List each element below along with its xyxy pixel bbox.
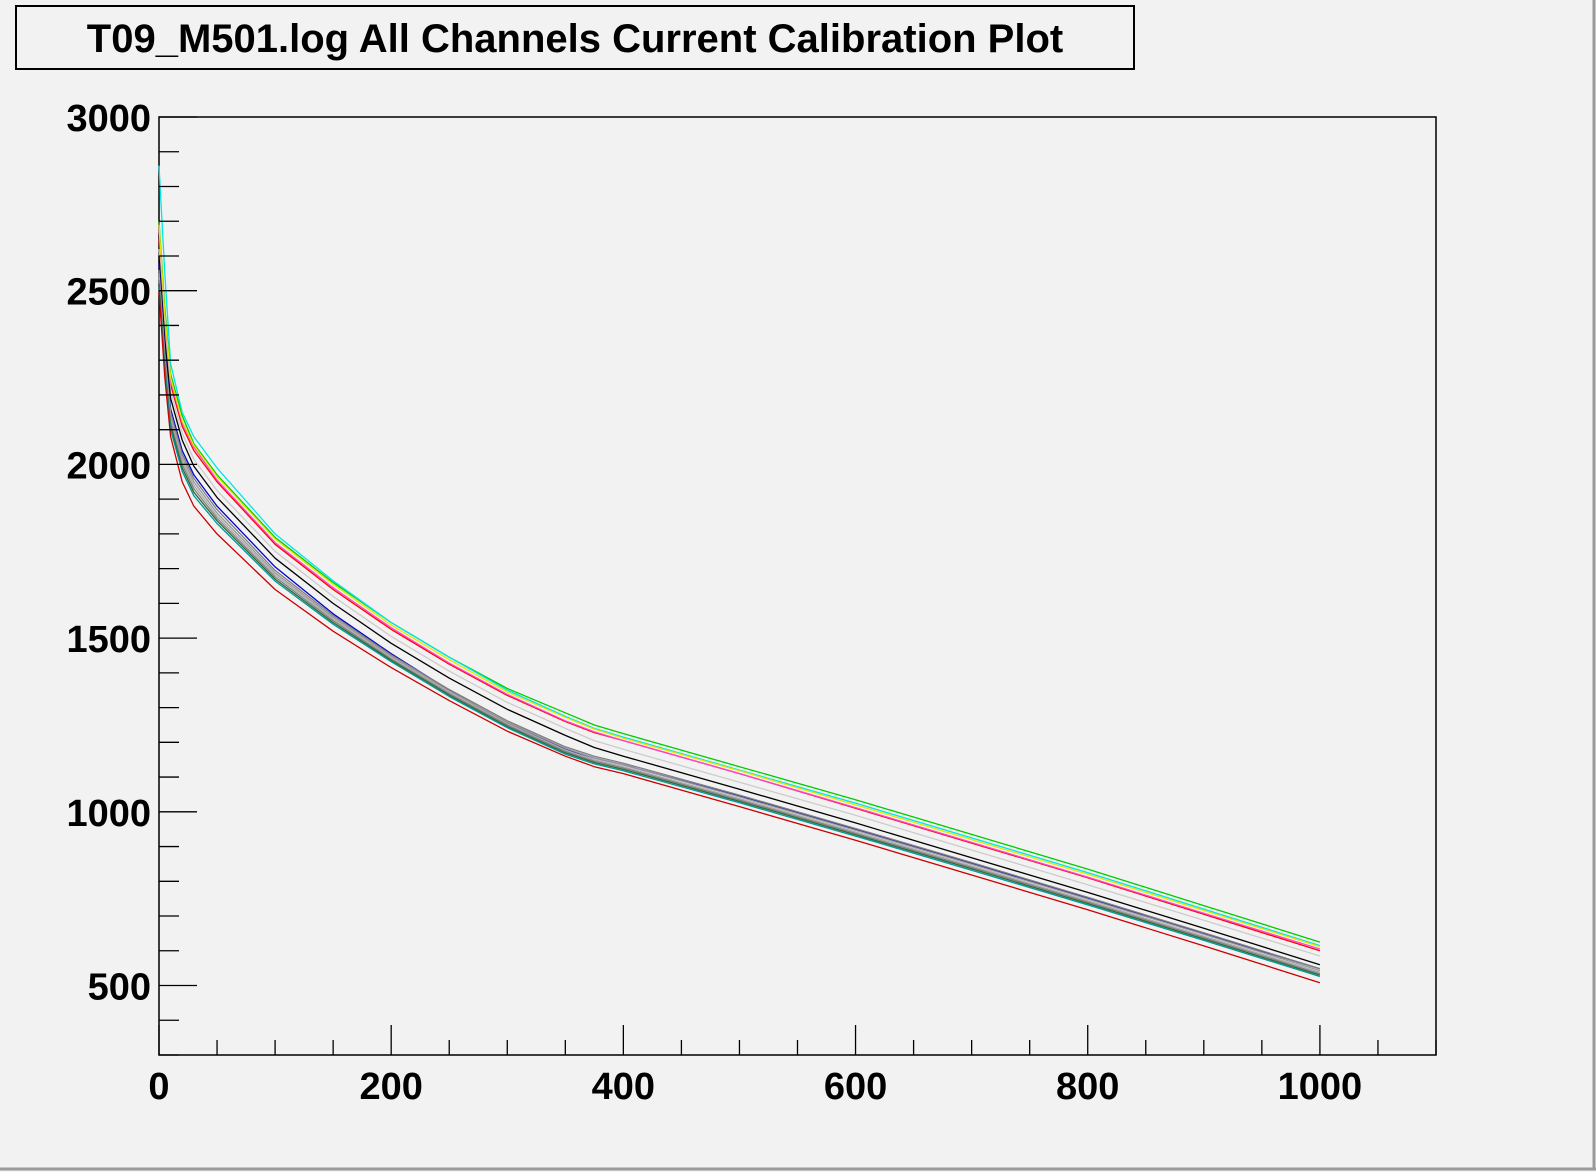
series-line-13	[158, 283, 1321, 976]
y-axis: 500 1000 1500 2000 2500 3000	[66, 98, 197, 1056]
series-line-3	[158, 238, 1321, 952]
x-tick-label: 600	[824, 1066, 887, 1108]
title-box-frame	[15, 5, 1135, 70]
plot-frame	[158, 116, 1437, 1056]
series-line-15	[158, 290, 1321, 984]
y-tick-label: 2500	[66, 272, 151, 314]
x-tick-label: 400	[592, 1066, 655, 1108]
series-line-1	[158, 221, 1321, 943]
series-line-5	[158, 224, 1321, 948]
title-box: T09_M501.log All Channels Current Calibr…	[15, 5, 1135, 70]
series-line-14	[158, 287, 1321, 978]
x-tick-label: 800	[1056, 1066, 1119, 1108]
y-tick-label: 1000	[66, 793, 151, 835]
chart-title: T09_M501.log All Channels Current Calibr…	[87, 17, 1063, 61]
series-line-6	[158, 248, 1321, 957]
x-tick-label: 0	[148, 1066, 169, 1108]
x-axis: 0 200 400 600 800 1000	[148, 1025, 1437, 1108]
x-tick-label: 1000	[1278, 1066, 1363, 1108]
series-line-7	[158, 255, 1321, 966]
series-line-4	[158, 228, 1321, 950]
series-line-12	[158, 280, 1321, 975]
series-line-9	[158, 269, 1321, 970]
series-line-2	[158, 165, 1321, 947]
y-tick-label: 3000	[66, 98, 151, 140]
y-tick-label: 2000	[66, 445, 151, 487]
y-tick-label: 500	[88, 967, 151, 1009]
series-line-10	[158, 273, 1321, 972]
series-layer	[158, 165, 1321, 984]
x-tick-label: 200	[359, 1066, 422, 1108]
y-tick-label: 1500	[66, 619, 151, 661]
